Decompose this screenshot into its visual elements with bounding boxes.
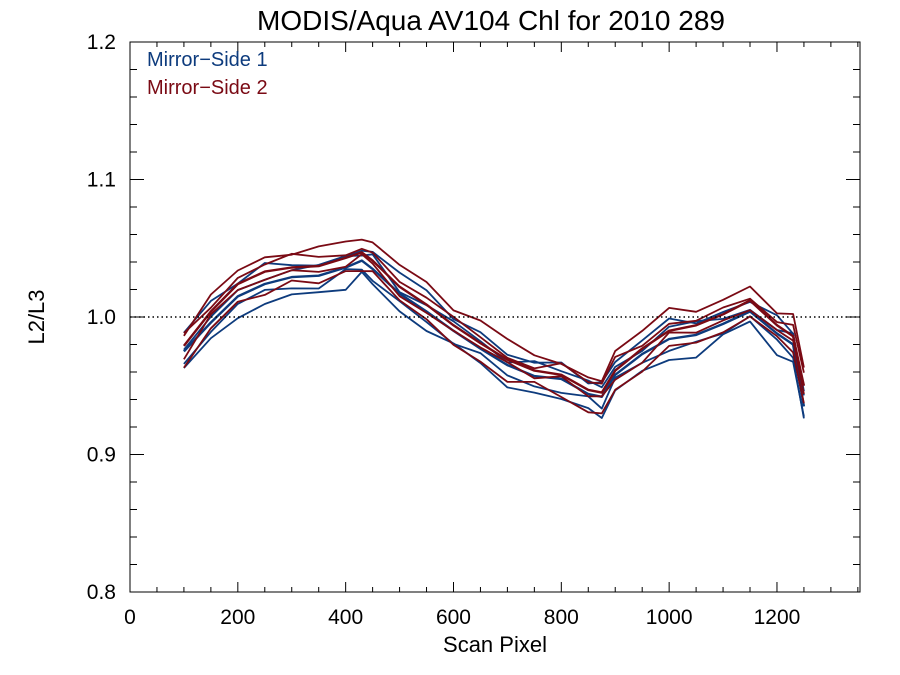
x-tick-label: 800 xyxy=(544,606,579,629)
legend-label: Mirror−Side 1 xyxy=(147,49,268,71)
series-line-bundle xyxy=(183,270,805,415)
y-tick-label: 0.9 xyxy=(87,444,116,467)
series-line-bundle xyxy=(183,270,805,419)
legend: Mirror−Side 1 Mirror−Side 2 xyxy=(147,49,268,99)
legend-label: Mirror−Side 2 xyxy=(147,77,268,99)
y-tick-label: 1.2 xyxy=(87,31,116,54)
chart-title: MODIS/Aqua AV104 Chl for 2010 289 xyxy=(257,5,725,36)
x-tick-label: 600 xyxy=(436,606,471,629)
series-line xyxy=(182,251,806,394)
series-line xyxy=(183,259,806,407)
y-tick-label: 0.8 xyxy=(87,581,116,604)
y-axis-label: L2/L3 xyxy=(24,289,49,344)
x-tick-label: 1200 xyxy=(754,606,801,629)
y-tick-label: 1.0 xyxy=(87,306,116,329)
axes: 0 200 400 600 800 1000 1200 0.8 0.9 1.0 1.1 1.2 xyxy=(87,31,860,629)
series-line-bundle xyxy=(183,253,805,398)
series-lines xyxy=(182,238,806,419)
series-line-bundle xyxy=(183,247,805,385)
x-axis-label: Scan Pixel xyxy=(443,632,547,657)
series-line-bundle xyxy=(183,249,805,392)
series-line-bundle xyxy=(183,238,805,383)
x-tick-label: 1000 xyxy=(646,606,693,629)
y-tick-label: 1.1 xyxy=(87,169,116,192)
x-tick-label: 0 xyxy=(124,606,136,629)
x-tick-label: 200 xyxy=(220,606,255,629)
plot-frame xyxy=(129,41,861,593)
x-tick-label: 400 xyxy=(328,606,363,629)
